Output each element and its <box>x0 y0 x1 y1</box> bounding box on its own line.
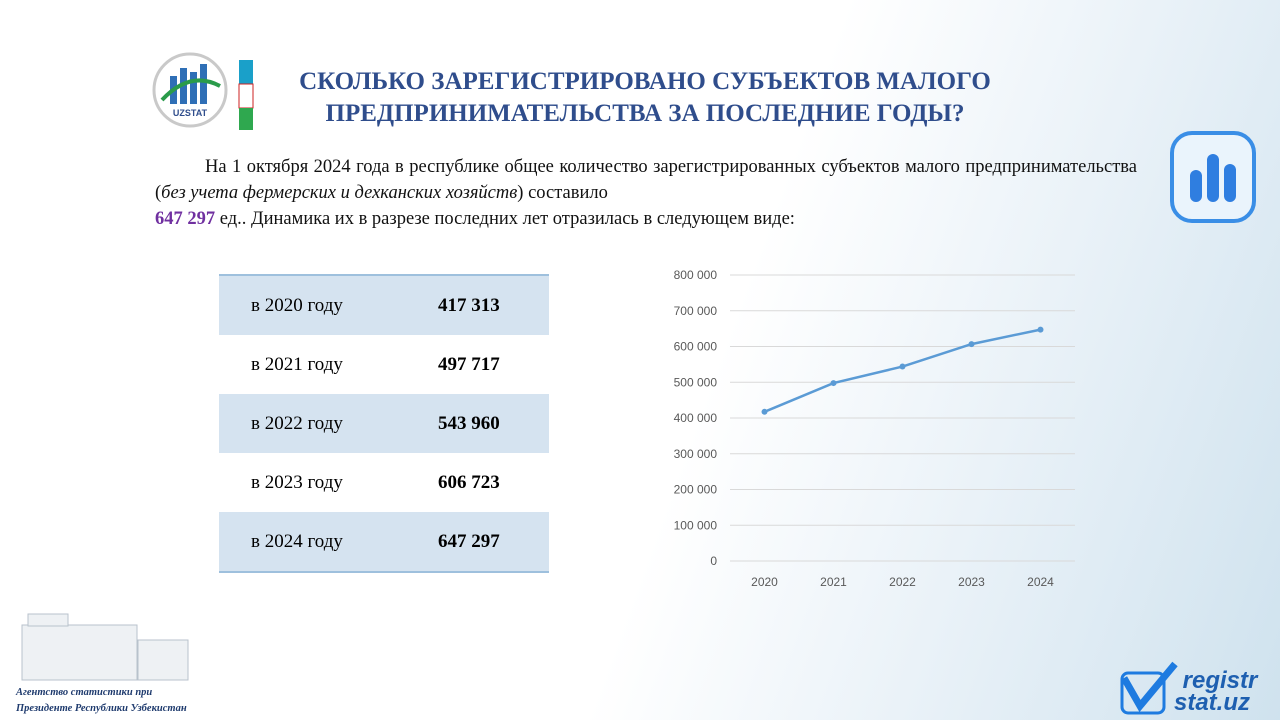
brand-text: stat.uz <box>1174 689 1250 716</box>
building <box>21 613 189 681</box>
highlight: 647 297 <box>155 209 216 229</box>
table-row: в 2022 году 543 960 <box>219 394 549 453</box>
table-cell: в 2024 году <box>251 530 343 552</box>
x-tick-label: 2020 <box>751 575 778 589</box>
logo-bar <box>190 72 197 104</box>
brand-box <box>1120 671 1166 715</box>
point <box>1037 326 1044 333</box>
x-tick-label: 2021 <box>820 575 847 589</box>
y-tick-label: 800 000 <box>674 268 718 282</box>
x-tick-label: 2022 <box>889 575 916 589</box>
table-cell: 497 717 <box>437 353 500 375</box>
footer: Агентство статистики при Президенте Респ… <box>16 685 187 717</box>
logo-bar <box>200 64 207 104</box>
logo-swoosh <box>160 78 221 102</box>
table-cell: в 2020 году <box>251 294 343 316</box>
table-cell: 543 960 <box>437 412 500 434</box>
y-tick-label: 700 000 <box>674 304 718 318</box>
point <box>968 341 975 348</box>
flag <box>239 60 253 84</box>
table-cell: 606 723 <box>437 471 500 493</box>
table-cell: 647 297 <box>437 530 500 552</box>
line <box>764 328 1041 413</box>
intro: На 1 октября 2024 года в республике обще… <box>155 154 1137 232</box>
table-cell: в 2023 году <box>251 471 343 493</box>
agency: Президенте Республики Узбекистан <box>16 703 187 714</box>
text: На 1 октября 2024 года в республике обще… <box>155 157 1137 203</box>
title-line: СКОЛЬКО ЗАРЕГИСТРИРОВАНО СУБЪЕКТОВ МАЛОГ… <box>299 68 991 95</box>
y-tick-label: 0 <box>710 554 717 568</box>
italic: без учета фермерских и дехканских хозяйс… <box>161 183 518 203</box>
y-tick-label: 200 000 <box>674 483 718 497</box>
x-tick-label: 2023 <box>958 575 985 589</box>
y-tick-label: 600 000 <box>674 340 718 354</box>
y-tick-label: 500 000 <box>674 375 718 389</box>
y-tick-label: 300 000 <box>674 447 718 461</box>
table-row: в 2020 году 417 313 <box>219 275 549 335</box>
point <box>830 380 837 387</box>
table-row: в 2024 году 647 297 <box>219 512 549 572</box>
table-cell: 417 313 <box>437 294 500 316</box>
point <box>761 408 768 415</box>
table: в 2020 году 417 313 в 2021 году 497 717 в 20… <box>219 274 549 573</box>
title-line: ПРЕДПРИНИМАТЕЛЬСТВА ЗА ПОСЛЕДНИЕ ГОДЫ? <box>325 100 965 127</box>
x-tick-label: 2024 <box>1027 575 1054 589</box>
icon-bar <box>1224 164 1236 202</box>
agency: Агентство статистики при <box>16 687 153 698</box>
flag <box>239 108 253 130</box>
brand-text: registr <box>1183 667 1259 694</box>
text: ед.. Динамика их в разрезе последних лет… <box>215 209 795 229</box>
title: СКОЛЬКО ЗАРЕГИСТРИРОВАНО СУБЪЕКТОВ МАЛОГ… <box>240 66 1050 130</box>
icon-bar <box>1190 170 1202 202</box>
table-cell: в 2021 году <box>251 353 343 375</box>
table-cell: в 2022 году <box>251 412 343 434</box>
logo-text: UZSTAT <box>173 108 208 118</box>
text: ) составило <box>517 183 608 203</box>
table-row: в 2023 году 606 723 <box>219 453 549 512</box>
table-row: в 2021 году 497 717 <box>219 335 549 394</box>
icon-bar <box>1207 154 1219 202</box>
y-tick-label: 400 000 <box>674 411 718 425</box>
y-tick-label: 100 000 <box>674 518 718 532</box>
point <box>899 363 906 370</box>
